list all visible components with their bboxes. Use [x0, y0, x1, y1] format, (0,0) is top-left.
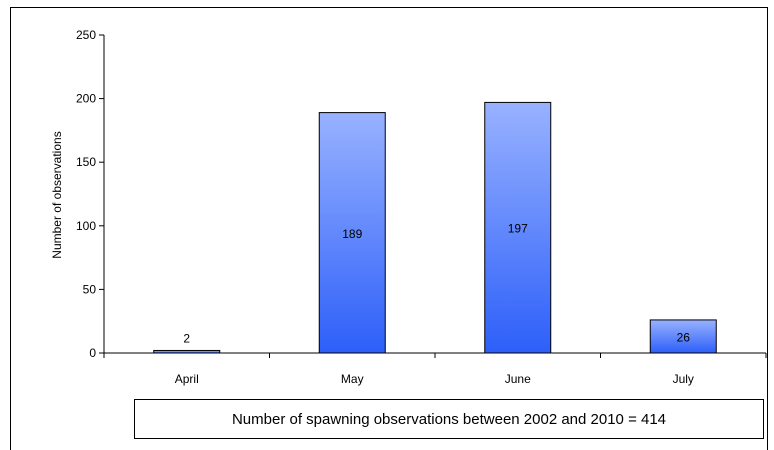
bars: [153, 101, 717, 354]
y-tick-label: 150: [76, 155, 96, 169]
axes: [99, 34, 767, 358]
labels: 0 50 100 150 200 250 2 April 189 May 197 June 26 July: [76, 28, 694, 386]
x-tick-label-june: June: [505, 372, 531, 386]
bar-may: [318, 112, 386, 354]
bar-july: [649, 319, 717, 354]
y-tick-label: 100: [76, 219, 96, 233]
data-label-june: 197: [508, 222, 528, 236]
chart-frame: [10, 7, 768, 450]
x-tick-label-april: April: [175, 372, 199, 386]
y-axis-title: Number of observations: [50, 131, 64, 258]
summary-annotation-text: Number of spawning observations between …: [231, 410, 667, 428]
y-tick-label: 50: [83, 282, 97, 296]
bar-june: [484, 101, 552, 354]
data-label-may: 189: [342, 227, 362, 241]
bar-april: [153, 349, 221, 354]
x-tick-label-may: May: [341, 372, 364, 386]
x-tick-label-july: July: [673, 372, 694, 386]
y-tick-label: 250: [76, 28, 96, 42]
summary-annotation-box: Number of spawning observations between …: [134, 399, 764, 439]
y-tick-label: 200: [76, 92, 96, 106]
data-label-april: 2: [183, 331, 190, 345]
data-label-july: 26: [677, 330, 691, 344]
y-tick-label: 0: [89, 346, 96, 360]
